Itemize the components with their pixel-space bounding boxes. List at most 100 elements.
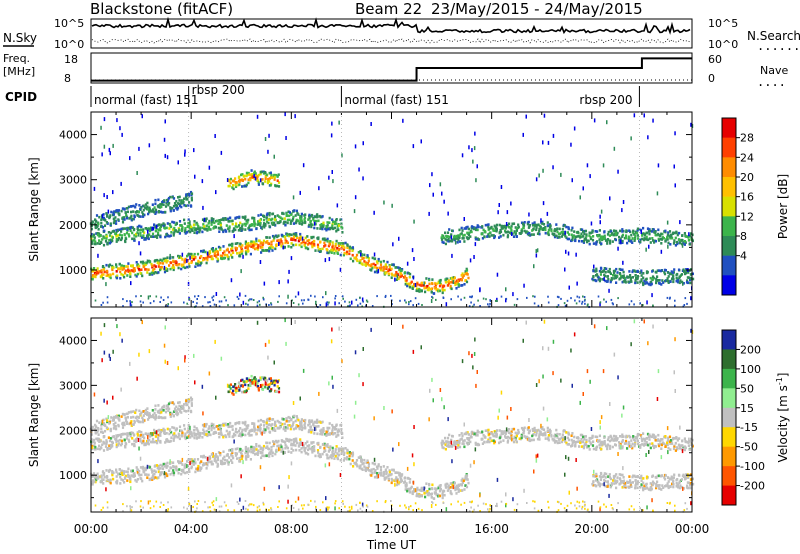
power-cell bbox=[136, 210, 139, 213]
power-cell bbox=[490, 234, 493, 237]
velocity-cell bbox=[451, 445, 454, 448]
velocity-cell bbox=[143, 419, 146, 422]
velocity-cell bbox=[304, 442, 307, 445]
power-cell bbox=[581, 228, 584, 231]
power-cell bbox=[182, 263, 185, 267]
velocity-cell bbox=[316, 421, 319, 424]
velocity-cell bbox=[292, 449, 295, 452]
power-cell bbox=[498, 236, 501, 239]
velocity-cell bbox=[476, 434, 479, 437]
power-cell bbox=[239, 292, 241, 297]
power-cell bbox=[608, 234, 611, 237]
power-cell bbox=[654, 233, 657, 237]
power-cell bbox=[154, 198, 157, 202]
velocity-cell bbox=[219, 453, 222, 457]
power-cell bbox=[138, 215, 141, 218]
velocity-cell bbox=[450, 482, 453, 485]
power-cell bbox=[145, 206, 148, 210]
velocity-cell bbox=[299, 422, 302, 425]
power-cell bbox=[252, 240, 255, 244]
power-cell bbox=[351, 249, 354, 252]
power-cell bbox=[613, 232, 616, 235]
power-cell bbox=[585, 233, 588, 236]
velocity-cell bbox=[99, 480, 103, 484]
velocity-cell bbox=[172, 473, 175, 477]
velocity-cell bbox=[180, 429, 183, 433]
power-cell bbox=[199, 263, 202, 267]
power-cell bbox=[318, 247, 321, 251]
power-cell bbox=[582, 186, 584, 191]
power-cell bbox=[151, 264, 154, 268]
power-cell bbox=[642, 276, 645, 280]
power-cell bbox=[96, 267, 99, 270]
power-cell bbox=[106, 301, 109, 304]
power-cell bbox=[447, 235, 450, 238]
velocity-cell bbox=[341, 436, 344, 439]
velocity-cell bbox=[286, 446, 289, 450]
power-cell bbox=[334, 297, 336, 300]
power-cell bbox=[273, 178, 276, 181]
power-cell bbox=[639, 238, 642, 242]
velocity-cell bbox=[120, 433, 123, 436]
power-cell bbox=[207, 252, 211, 256]
power-cell bbox=[271, 221, 274, 225]
velocity-cell bbox=[457, 439, 460, 443]
velocity-cell bbox=[458, 445, 462, 449]
velocity-cell bbox=[380, 474, 383, 477]
power-cell bbox=[413, 257, 415, 261]
power-cell bbox=[267, 218, 270, 221]
power-cell bbox=[666, 277, 669, 280]
power-cell bbox=[197, 224, 200, 228]
velocity-cell bbox=[94, 445, 97, 449]
nave-label: Nave bbox=[760, 64, 788, 77]
power-cell bbox=[245, 171, 248, 175]
power-cell bbox=[606, 280, 609, 283]
power-cell bbox=[580, 240, 583, 243]
power-cell bbox=[121, 273, 125, 277]
velocity-cell bbox=[115, 427, 118, 431]
power-cell bbox=[241, 244, 244, 247]
velocity-cell bbox=[278, 420, 281, 424]
power-cell bbox=[530, 233, 533, 236]
power-cell bbox=[220, 257, 223, 260]
velocity-cell bbox=[356, 464, 359, 468]
power-cell bbox=[340, 244, 343, 248]
power-cell bbox=[621, 233, 624, 237]
power-cell bbox=[244, 246, 247, 250]
power-cell bbox=[197, 259, 200, 263]
velocity-cell bbox=[171, 401, 174, 405]
velocity-cell bbox=[225, 423, 228, 427]
velocity-cell bbox=[261, 448, 264, 452]
power-cell bbox=[482, 297, 485, 300]
velocity-cell bbox=[311, 428, 314, 432]
power-cell bbox=[329, 240, 332, 243]
power-cell bbox=[277, 221, 280, 224]
velocity-cell bbox=[458, 484, 461, 488]
velocity-cell bbox=[348, 454, 351, 458]
power-cell bbox=[536, 248, 539, 253]
velocity-cell bbox=[103, 435, 106, 438]
power-cell bbox=[454, 240, 457, 245]
velocity-cell bbox=[443, 489, 446, 493]
power-cell bbox=[567, 233, 571, 236]
power-cell bbox=[463, 217, 465, 221]
power-cell bbox=[94, 240, 97, 244]
power-cell bbox=[255, 176, 258, 180]
power-cell bbox=[408, 301, 410, 303]
power-cell bbox=[535, 253, 538, 258]
power-cell bbox=[234, 242, 237, 245]
velocity-cell bbox=[145, 412, 148, 415]
power-cell bbox=[160, 296, 162, 299]
power-cell bbox=[566, 231, 569, 234]
velocity-cell bbox=[377, 464, 380, 468]
power-cell bbox=[271, 246, 274, 249]
power-cell bbox=[100, 221, 103, 225]
power-cell bbox=[674, 236, 677, 240]
power-cell bbox=[383, 200, 385, 205]
velocity-cell bbox=[222, 450, 225, 453]
velocity-cell bbox=[120, 478, 123, 481]
power-cell bbox=[582, 241, 585, 244]
power-cell bbox=[232, 179, 235, 183]
power-cell bbox=[300, 212, 303, 216]
velocity-cell bbox=[102, 470, 105, 473]
